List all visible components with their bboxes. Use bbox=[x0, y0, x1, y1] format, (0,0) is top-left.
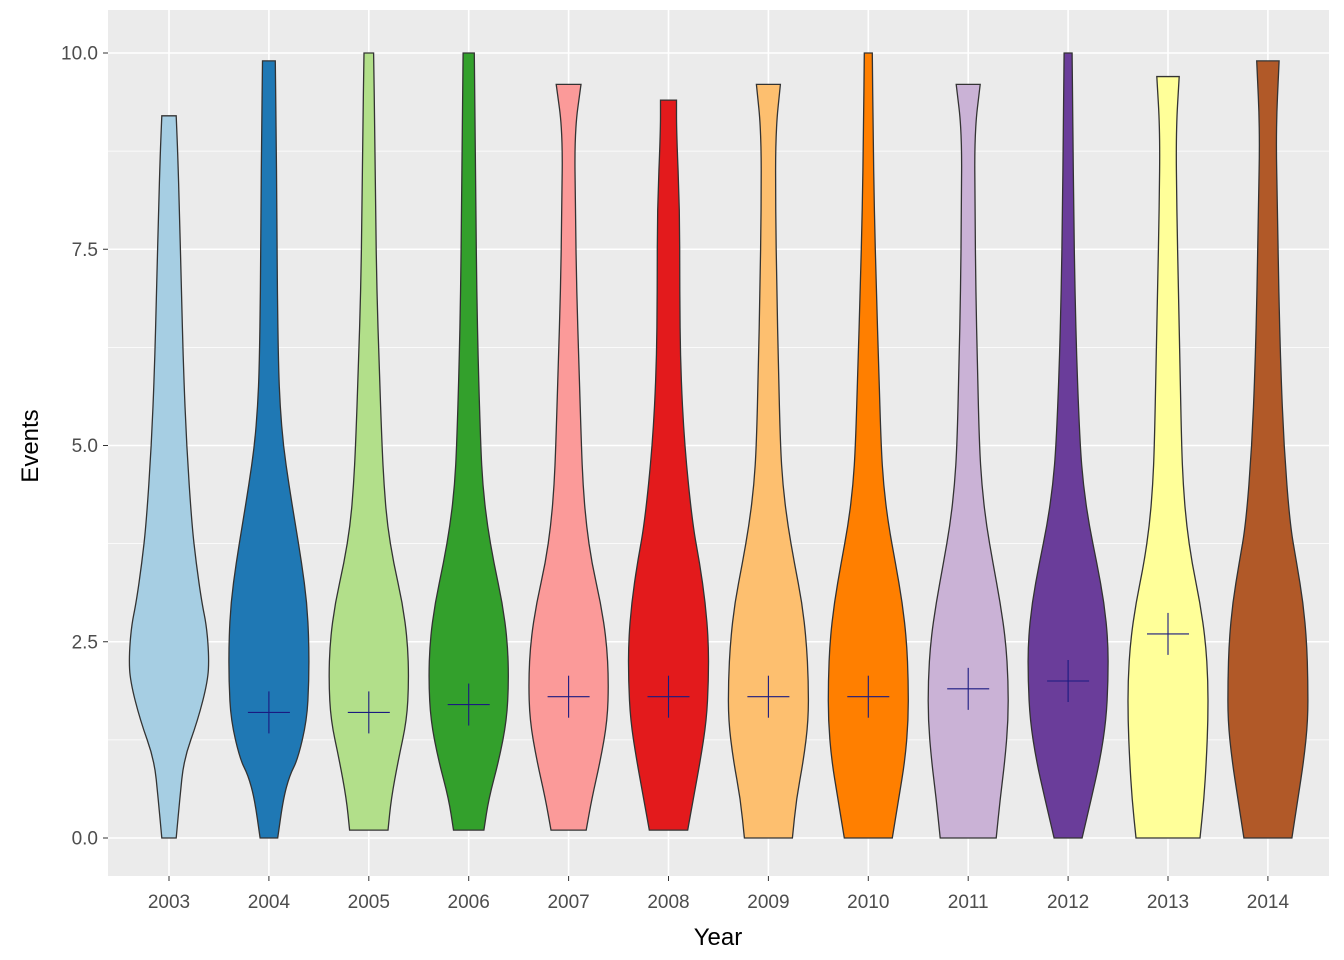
y-tick-label-0: 0.0 bbox=[72, 829, 98, 850]
y-tick-label-2: 5.0 bbox=[72, 436, 98, 457]
y-axis-title: Events bbox=[17, 409, 44, 482]
mean-marker-2011 bbox=[947, 667, 990, 710]
violin-2004 bbox=[228, 60, 310, 839]
mean-marker-2010 bbox=[847, 675, 890, 718]
plot-panel bbox=[108, 10, 1329, 876]
x-tick-label-2012: 2012 bbox=[1047, 892, 1089, 913]
violin-2005 bbox=[328, 52, 410, 831]
violin-2010 bbox=[827, 52, 909, 839]
x-tick-label-2005: 2005 bbox=[348, 892, 390, 913]
violin-2008 bbox=[627, 99, 710, 831]
violin-2011 bbox=[927, 83, 1009, 839]
mean-marker-2006 bbox=[447, 683, 490, 726]
x-axis-title: Year bbox=[694, 924, 743, 951]
violins bbox=[128, 52, 1309, 839]
mean-markers bbox=[247, 612, 1189, 734]
mean-marker-2012 bbox=[1047, 660, 1090, 702]
violin-2003 bbox=[128, 115, 210, 839]
mean-marker-2007 bbox=[547, 675, 590, 718]
violin-2014 bbox=[1227, 60, 1309, 839]
violin-2007 bbox=[528, 83, 609, 831]
x-tick-label-2003: 2003 bbox=[148, 892, 190, 913]
violin-2012 bbox=[1027, 52, 1109, 839]
y-tick-label-3: 7.5 bbox=[72, 240, 98, 261]
mean-marker-2008 bbox=[647, 675, 690, 718]
x-tick-label-2011: 2011 bbox=[948, 892, 989, 913]
x-axis: 2003 2004 2005 2006 2007 2008 2009 2010 2011 2012… bbox=[148, 876, 1290, 913]
x-tick-label-2014: 2014 bbox=[1247, 892, 1290, 913]
violin-2006 bbox=[428, 52, 509, 831]
y-tick-label-4: 10.0 bbox=[61, 44, 98, 65]
x-tick-label-2010: 2010 bbox=[847, 892, 889, 913]
x-tick-label-2007: 2007 bbox=[547, 892, 589, 913]
x-tick-label-2009: 2009 bbox=[747, 892, 789, 913]
mean-marker-2005 bbox=[347, 691, 390, 734]
violin-2013 bbox=[1127, 75, 1209, 839]
mean-marker-2004 bbox=[247, 691, 290, 734]
violin-2009 bbox=[727, 83, 810, 839]
mean-marker-2009 bbox=[747, 675, 790, 718]
mean-marker-2013 bbox=[1147, 612, 1189, 655]
x-tick-label-2006: 2006 bbox=[448, 892, 490, 913]
y-axis: 0.0 2.5 5.0 7.5 10.0 bbox=[61, 44, 108, 850]
x-tick-label-2013: 2013 bbox=[1147, 892, 1189, 913]
x-tick-label-2004: 2004 bbox=[248, 892, 291, 913]
y-tick-label-1: 2.5 bbox=[72, 632, 98, 653]
x-tick-label-2008: 2008 bbox=[647, 892, 689, 913]
